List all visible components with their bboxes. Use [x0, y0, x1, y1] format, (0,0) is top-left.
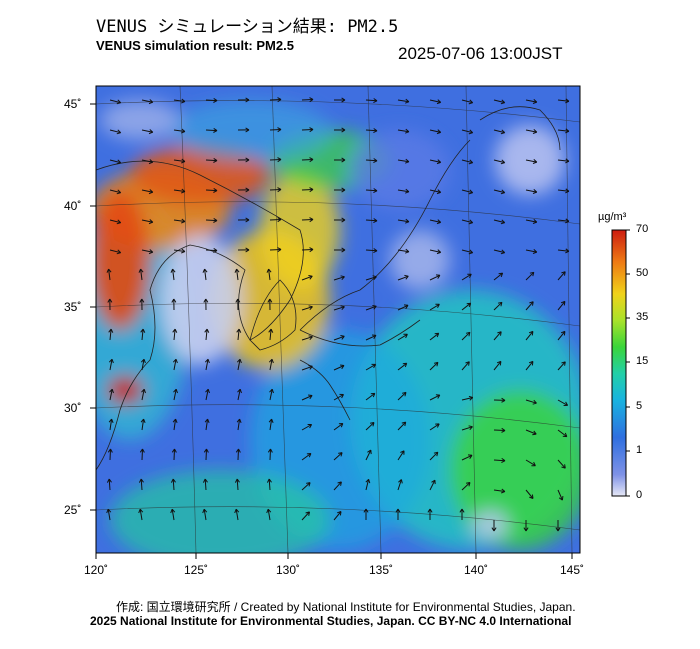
colorbar-tick: 35: [636, 311, 649, 323]
colorbar-tick: 15: [636, 355, 649, 367]
lon-label-125: 125˚: [184, 563, 209, 577]
lon-label-140: 140˚: [464, 563, 489, 577]
title-en: VENUS simulation result: PM2.5: [96, 38, 294, 53]
lat-label-40: 40˚: [64, 199, 82, 213]
title-jp: VENUS シミュレーション結果: PM2.5: [96, 17, 399, 37]
colorbar-tick: 5: [636, 400, 643, 412]
colorbar-tick: 1: [636, 444, 643, 456]
colorbar: [611, 229, 627, 497]
pm25-field: [96, 86, 580, 553]
credit-text: 作成: 国立環境研究所 / Created by National Instit…: [116, 600, 576, 614]
colorbar-tick: 50: [636, 267, 649, 279]
lat-label-45: 45˚: [64, 97, 82, 111]
lat-label-35: 35˚: [64, 300, 82, 314]
lon-label-120: 120˚: [84, 563, 109, 577]
lat-label-25: 25˚: [64, 503, 82, 517]
colorbar-unit: µg/m³: [598, 211, 627, 223]
timestamp: 2025-07-06 13:00JST: [398, 44, 563, 63]
lat-label-30: 30˚: [64, 401, 82, 415]
colorbar-tick: 70: [636, 223, 649, 235]
lon-label-145: 145˚: [560, 563, 585, 577]
lon-label-130: 130˚: [276, 563, 301, 577]
wind-vectors: [106, 97, 570, 532]
lon-label-135: 135˚: [369, 563, 394, 577]
colorbar-tick: 0: [636, 489, 643, 501]
license-text: 2025 National Institute for Environmenta…: [90, 614, 572, 628]
